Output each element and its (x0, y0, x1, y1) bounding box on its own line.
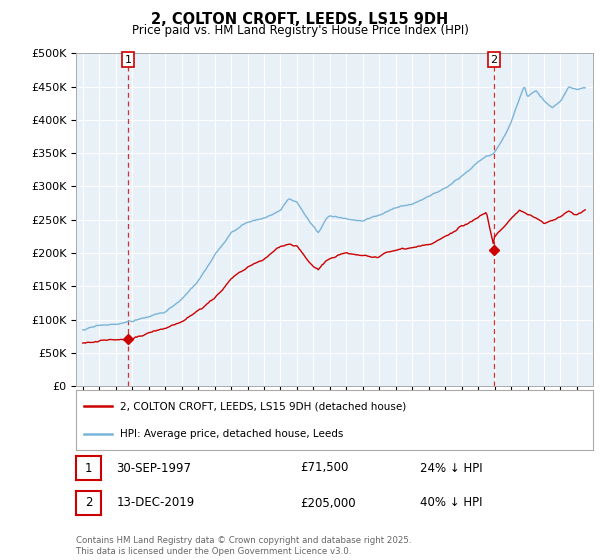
Text: 30-SEP-1997: 30-SEP-1997 (116, 461, 191, 474)
Text: £205,000: £205,000 (300, 497, 356, 510)
Text: Contains HM Land Registry data © Crown copyright and database right 2025.
This d: Contains HM Land Registry data © Crown c… (76, 536, 412, 556)
Text: 13-DEC-2019: 13-DEC-2019 (116, 497, 194, 510)
Text: £71,500: £71,500 (300, 461, 349, 474)
Text: 1: 1 (125, 54, 131, 64)
Text: HPI: Average price, detached house, Leeds: HPI: Average price, detached house, Leed… (120, 429, 344, 439)
Text: 2, COLTON CROFT, LEEDS, LS15 9DH (detached house): 2, COLTON CROFT, LEEDS, LS15 9DH (detach… (120, 401, 406, 411)
Text: 24% ↓ HPI: 24% ↓ HPI (420, 461, 482, 474)
Text: 2, COLTON CROFT, LEEDS, LS15 9DH: 2, COLTON CROFT, LEEDS, LS15 9DH (151, 12, 449, 27)
Text: Price paid vs. HM Land Registry's House Price Index (HPI): Price paid vs. HM Land Registry's House … (131, 24, 469, 37)
Text: 1: 1 (85, 461, 92, 474)
Text: 40% ↓ HPI: 40% ↓ HPI (420, 497, 482, 510)
Text: 2: 2 (85, 497, 92, 510)
Text: 2: 2 (490, 54, 497, 64)
